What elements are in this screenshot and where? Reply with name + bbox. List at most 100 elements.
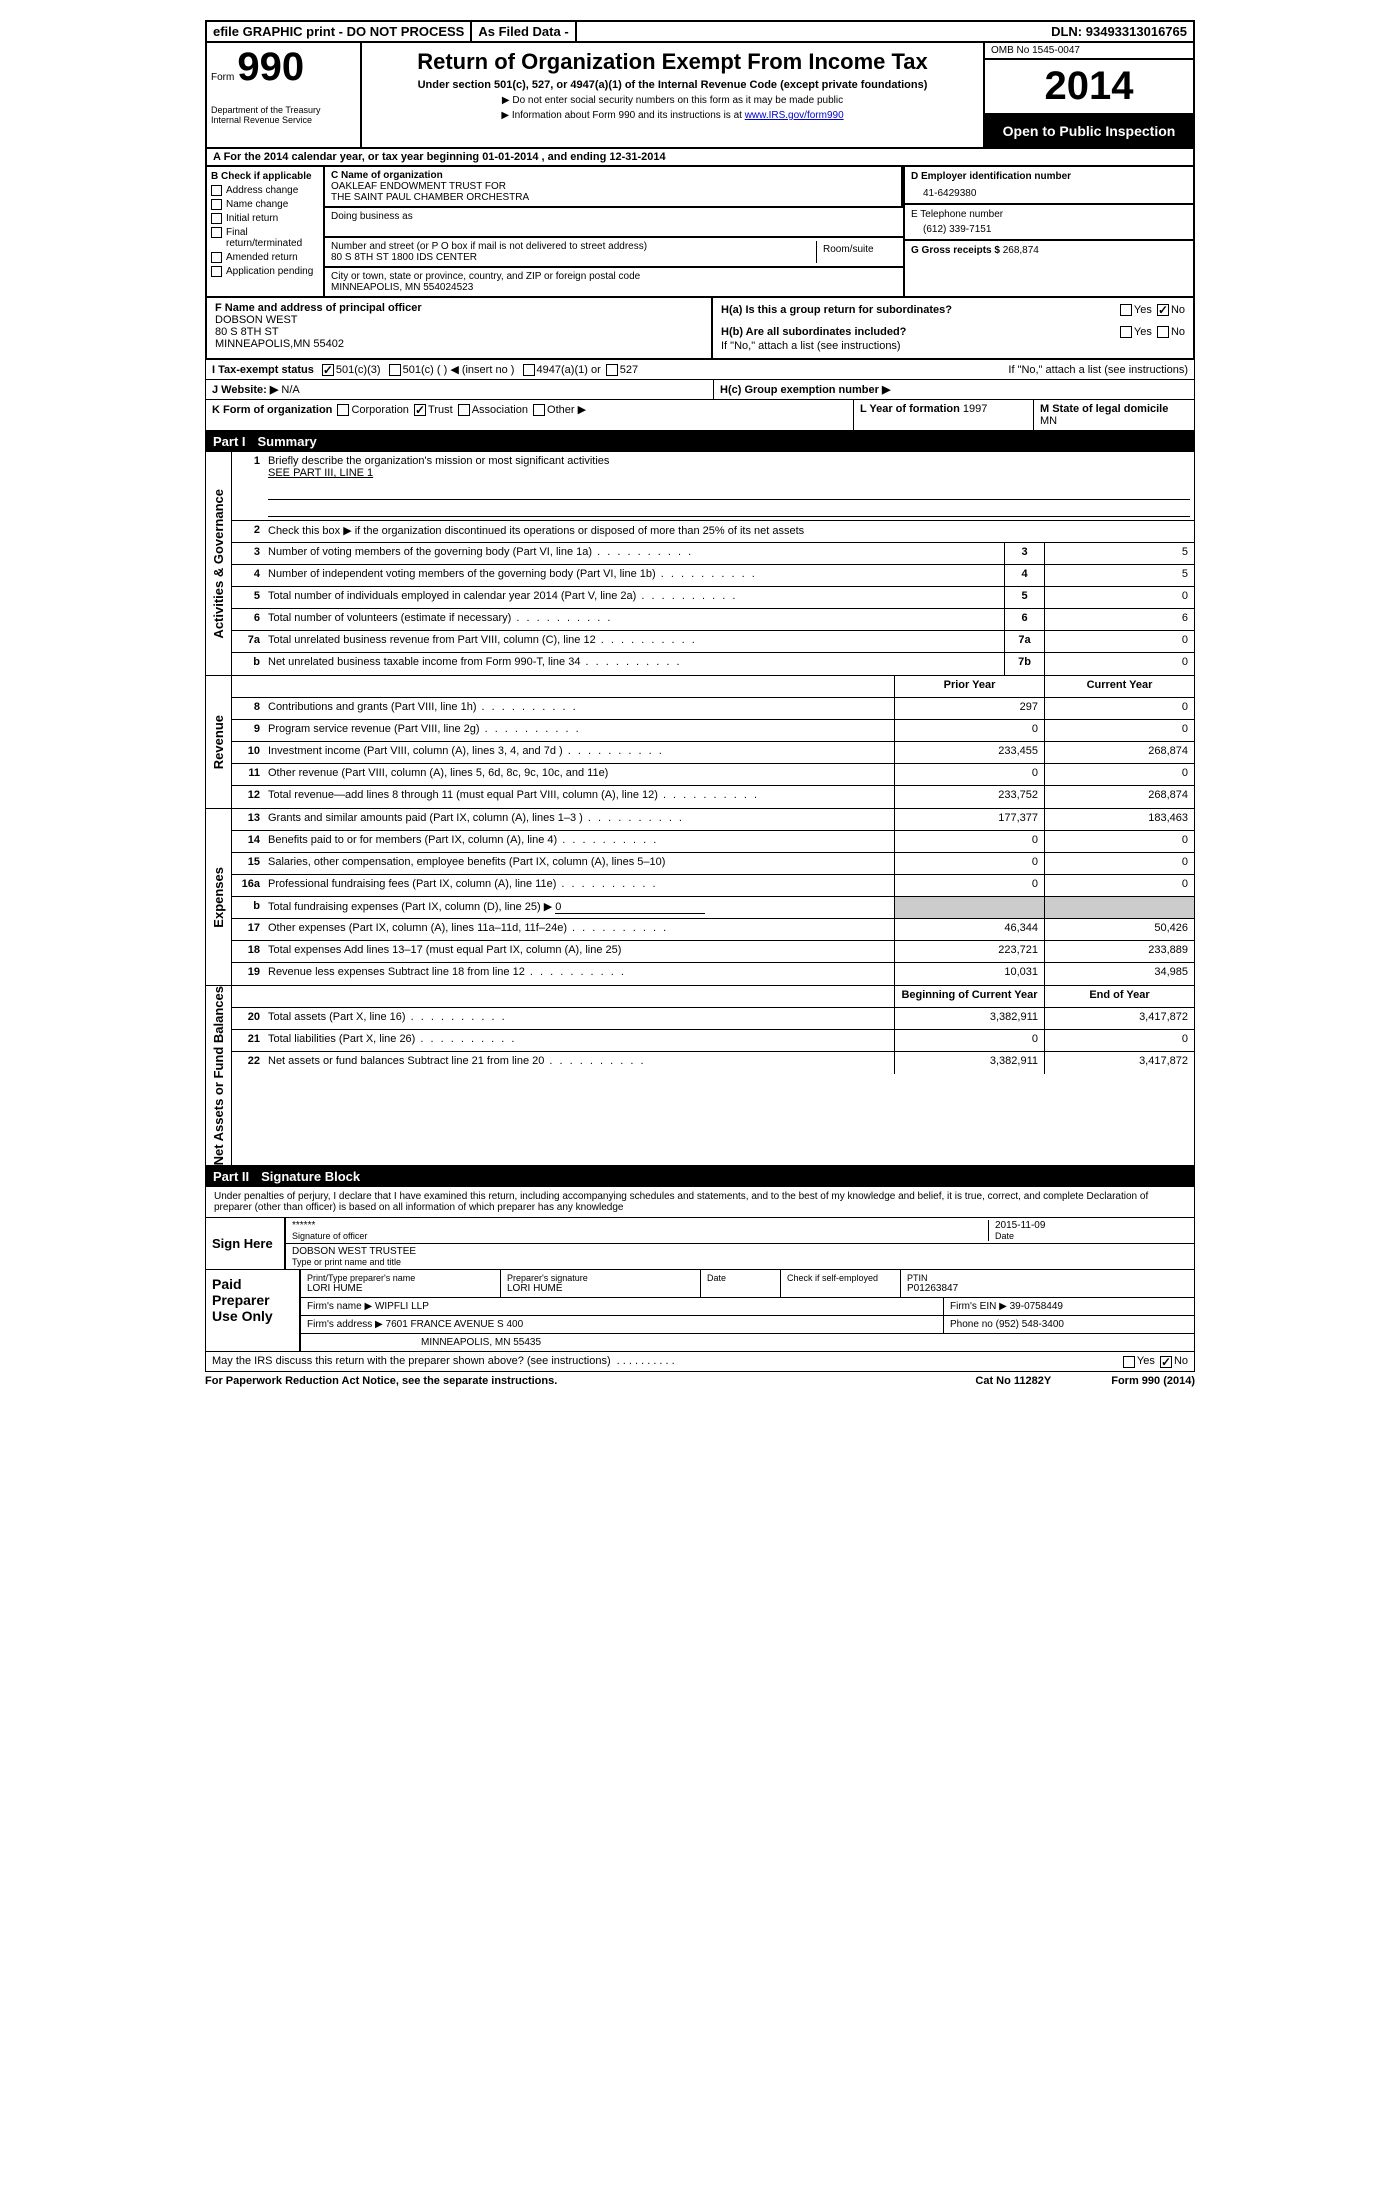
line-17-desc: Other expenses (Part IX, column (A), lin… bbox=[264, 919, 894, 940]
topbar: efile GRAPHIC print - DO NOT PROCESS As … bbox=[205, 20, 1195, 43]
line-11-prior: 0 bbox=[894, 764, 1044, 785]
chk-4947[interactable] bbox=[523, 364, 535, 376]
chk-other[interactable] bbox=[533, 404, 545, 416]
gross-receipts: 268,874 bbox=[1003, 245, 1039, 256]
line-4-desc: Number of independent voting members of … bbox=[264, 565, 1004, 586]
line-16a-desc: Professional fundraising fees (Part IX, … bbox=[264, 875, 894, 896]
paperwork-notice: For Paperwork Reduction Act Notice, see … bbox=[205, 1375, 557, 1387]
open-inspection: Open to Public Inspection bbox=[985, 115, 1193, 147]
line-6-val: 6 bbox=[1044, 609, 1194, 630]
line-19-desc: Revenue less expenses Subtract line 18 f… bbox=[264, 963, 894, 985]
hdr-begin-year: Beginning of Current Year bbox=[894, 986, 1044, 1007]
line-k-label: K Form of organization bbox=[212, 404, 332, 416]
org-name2: THE SAINT PAUL CHAMBER ORCHESTRA bbox=[331, 192, 895, 203]
chk-501c[interactable] bbox=[389, 364, 401, 376]
side-revenue: Revenue bbox=[206, 676, 232, 808]
line-7b-desc: Net unrelated business taxable income fr… bbox=[264, 653, 1004, 675]
line-21-curr: 0 bbox=[1044, 1030, 1194, 1051]
line-17-curr: 50,426 bbox=[1044, 919, 1194, 940]
line-20-desc: Total assets (Part X, line 16) bbox=[264, 1008, 894, 1029]
chk-final-return[interactable] bbox=[211, 227, 222, 238]
line-19-curr: 34,985 bbox=[1044, 963, 1194, 985]
line-12-prior: 233,752 bbox=[894, 786, 1044, 808]
line-13-prior: 177,377 bbox=[894, 809, 1044, 830]
line-5-val: 0 bbox=[1044, 587, 1194, 608]
ha-yes[interactable] bbox=[1120, 304, 1132, 316]
hb-yes[interactable] bbox=[1120, 326, 1132, 338]
chk-address-change[interactable] bbox=[211, 185, 222, 196]
line-22-curr: 3,417,872 bbox=[1044, 1052, 1194, 1074]
paid-preparer-label: Paid Preparer Use Only bbox=[206, 1270, 301, 1351]
chk-amended[interactable] bbox=[211, 252, 222, 263]
city-label: City or town, state or province, country… bbox=[331, 271, 897, 282]
form-subtitle: Under section 501(c), 527, or 4947(a)(1)… bbox=[368, 79, 977, 91]
discuss-no[interactable] bbox=[1160, 1356, 1172, 1368]
addr-label: Number and street (or P O box if mail is… bbox=[331, 241, 816, 252]
org-name1: OAKLEAF ENDOWMENT TRUST FOR bbox=[331, 181, 895, 192]
chk-501c3[interactable] bbox=[322, 364, 334, 376]
sign-here-label: Sign Here bbox=[206, 1218, 286, 1269]
part-i-header: Part I Summary bbox=[205, 431, 1195, 452]
line-14-curr: 0 bbox=[1044, 831, 1194, 852]
officer-signature: ****** bbox=[292, 1220, 988, 1231]
line-18-prior: 223,721 bbox=[894, 941, 1044, 962]
line-10-curr: 268,874 bbox=[1044, 742, 1194, 763]
state-domicile: MN bbox=[1040, 415, 1057, 427]
sign-date: 2015-11-09 bbox=[995, 1220, 1188, 1231]
line-4-val: 5 bbox=[1044, 565, 1194, 586]
city-state-zip: MINNEAPOLIS, MN 554024523 bbox=[331, 282, 897, 293]
line-12-desc: Total revenue—add lines 8 through 11 (mu… bbox=[264, 786, 894, 808]
firm-phone: (952) 548-3400 bbox=[996, 1319, 1064, 1330]
ein: 41-6429380 bbox=[911, 188, 1187, 199]
line-8-prior: 297 bbox=[894, 698, 1044, 719]
line-22-prior: 3,382,911 bbox=[894, 1052, 1044, 1074]
col-b-checkboxes: B Check if applicable Address change Nam… bbox=[207, 167, 325, 296]
line-16a-prior: 0 bbox=[894, 875, 1044, 896]
hdr-end-year: End of Year bbox=[1044, 986, 1194, 1007]
line-22-desc: Net assets or fund balances Subtract lin… bbox=[264, 1052, 894, 1074]
side-expenses: Expenses bbox=[206, 809, 232, 985]
chk-527[interactable] bbox=[606, 364, 618, 376]
chk-corp[interactable] bbox=[337, 404, 349, 416]
hc-label: H(c) Group exemption number ▶ bbox=[720, 384, 890, 396]
line-14-prior: 0 bbox=[894, 831, 1044, 852]
line-14-desc: Benefits paid to or for members (Part IX… bbox=[264, 831, 894, 852]
chk-pending[interactable] bbox=[211, 266, 222, 277]
line-20-curr: 3,417,872 bbox=[1044, 1008, 1194, 1029]
line-3-desc: Number of voting members of the governin… bbox=[264, 543, 1004, 564]
chk-name-change[interactable] bbox=[211, 199, 222, 210]
form-header: Form 990 Department of the Treasury Inte… bbox=[205, 43, 1195, 149]
phone-label: E Telephone number bbox=[911, 209, 1187, 220]
section-f: F Name and address of principal officer … bbox=[207, 298, 713, 358]
omb-number: OMB No 1545-0047 bbox=[985, 43, 1193, 60]
perjury-text: Under penalties of perjury, I declare th… bbox=[206, 1187, 1194, 1217]
line-2-desc: Check this box ▶ if the organization dis… bbox=[264, 521, 1194, 542]
phone: (612) 339-7151 bbox=[911, 224, 1187, 235]
hb-no[interactable] bbox=[1157, 326, 1169, 338]
line-9-desc: Program service revenue (Part VIII, line… bbox=[264, 720, 894, 741]
discuss-yes[interactable] bbox=[1123, 1356, 1135, 1368]
line-16a-curr: 0 bbox=[1044, 875, 1194, 896]
dba: Doing business as bbox=[325, 208, 903, 238]
line-15-desc: Salaries, other compensation, employee b… bbox=[264, 853, 894, 874]
line-m-label: M State of legal domicile bbox=[1040, 403, 1168, 415]
section-h: H(a) Is this a group return for subordin… bbox=[713, 298, 1193, 358]
website: N/A bbox=[281, 384, 299, 396]
ha-no[interactable] bbox=[1157, 304, 1169, 316]
row-a-period: A For the 2014 calendar year, or tax yea… bbox=[205, 149, 1195, 167]
line-15-prior: 0 bbox=[894, 853, 1044, 874]
line-13-desc: Grants and similar amounts paid (Part IX… bbox=[264, 809, 894, 830]
efile-notice: efile GRAPHIC print - DO NOT PROCESS bbox=[207, 22, 472, 41]
chk-assoc[interactable] bbox=[458, 404, 470, 416]
line-3-val: 5 bbox=[1044, 543, 1194, 564]
chk-trust[interactable] bbox=[414, 404, 426, 416]
line-j-label: J Website: ▶ bbox=[212, 384, 278, 396]
form-note2: ▶ Information about Form 990 and its ins… bbox=[368, 110, 977, 121]
as-filed: As Filed Data - bbox=[472, 22, 576, 41]
line-12-curr: 268,874 bbox=[1044, 786, 1194, 808]
chk-initial-return[interactable] bbox=[211, 213, 222, 224]
treasury-dept: Department of the Treasury Internal Reve… bbox=[211, 105, 356, 125]
irs-link[interactable]: www.IRS.gov/form990 bbox=[745, 110, 844, 121]
form-label: Form bbox=[211, 72, 234, 83]
side-governance: Activities & Governance bbox=[206, 452, 232, 675]
